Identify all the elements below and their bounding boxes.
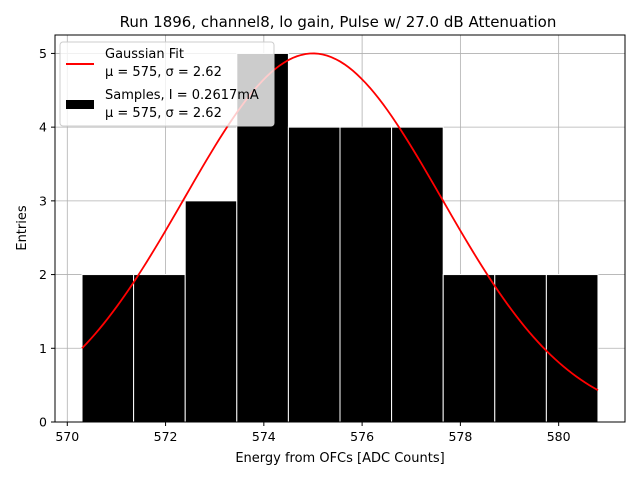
histogram-bar xyxy=(545,274,599,423)
x-tick-label: 574 xyxy=(252,429,276,444)
histogram-bar xyxy=(442,274,496,423)
y-axis-ticks: 0 1 2 3 4 5 xyxy=(39,46,55,430)
histogram-bar xyxy=(287,126,341,423)
x-tick-label: 578 xyxy=(448,429,472,444)
histogram-bar xyxy=(184,200,238,423)
x-axis-ticks: 570 572 574 576 578 580 xyxy=(55,422,571,444)
y-tick-label: 1 xyxy=(39,341,47,356)
plot-frame xyxy=(54,34,626,423)
legend-fit-stats: μ = 575, σ = 2.62 xyxy=(105,65,222,80)
y-tick-label: 2 xyxy=(39,267,47,282)
legend-box xyxy=(59,41,275,127)
x-tick-label: 576 xyxy=(350,429,374,444)
x-tick-label: 572 xyxy=(154,429,178,444)
histogram-bar xyxy=(133,274,186,423)
histogram-bar xyxy=(391,126,444,423)
legend: Gaussian Fit μ = 575, σ = 2.62 Samples, … xyxy=(59,41,275,127)
histogram-bar xyxy=(339,126,393,423)
gaussian-fit xyxy=(81,52,599,391)
chart-title: Run 1896, channel8, lo gain, Pulse w/ 27… xyxy=(120,13,557,31)
y-tick-label: 3 xyxy=(39,193,47,208)
x-tick-label: 580 xyxy=(547,429,571,444)
histogram-bar xyxy=(81,274,135,423)
y-axis-label: Entries xyxy=(15,205,30,251)
legend-samples-stats: μ = 575, σ = 2.62 xyxy=(105,106,222,121)
x-tick-label: 570 xyxy=(55,429,79,444)
y-tick-label: 0 xyxy=(39,415,47,430)
legend-fit-label: Gaussian Fit xyxy=(105,47,184,62)
x-axis-label: Energy from OFCs [ADC Counts] xyxy=(235,451,444,466)
y-tick-label: 4 xyxy=(39,120,47,135)
fit-curve xyxy=(81,52,599,391)
legend-samples-label: Samples, I = 0.2617mA xyxy=(105,88,259,103)
legend-samples-swatch xyxy=(66,100,94,109)
y-tick-label: 5 xyxy=(39,46,47,61)
